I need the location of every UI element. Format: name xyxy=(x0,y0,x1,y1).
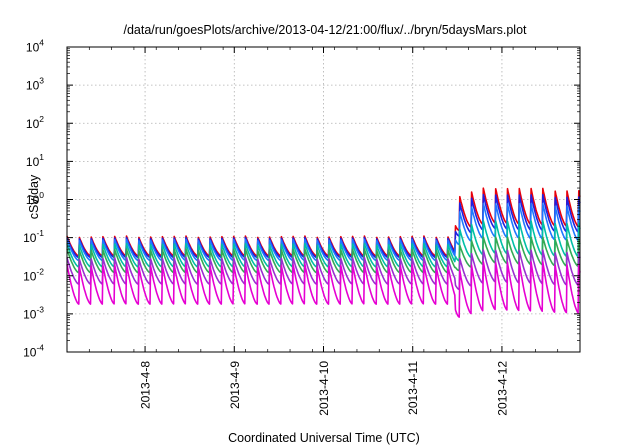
series-line-2 xyxy=(66,202,581,262)
y-tick-label: 10-1 xyxy=(23,228,44,245)
y-tick-label: 10-2 xyxy=(23,266,44,283)
grid xyxy=(67,47,580,352)
series-group xyxy=(66,187,581,318)
y-tick-label: 101 xyxy=(26,152,44,169)
y-tick-label: 104 xyxy=(26,38,44,55)
series-line-6 xyxy=(66,260,581,318)
y-tick-label: 103 xyxy=(26,76,44,93)
x-axis-label: Coordinated Universal Time (UTC) xyxy=(228,431,420,445)
chart-title: /data/run/goesPlots/archive/2013-04-12/2… xyxy=(123,23,527,37)
series-line-5 xyxy=(66,249,581,291)
tick-marks xyxy=(66,46,581,353)
y-tick-label: 10-3 xyxy=(23,304,44,321)
x-tick-label: 2013-4-8 xyxy=(139,361,153,409)
y-axis-label: cSv/day xyxy=(27,174,41,219)
x-tick-label: 2013-4-12 xyxy=(495,361,509,416)
series-line-3 xyxy=(66,220,581,268)
series-line-4 xyxy=(66,236,581,274)
y-tick-label: 10-4 xyxy=(23,343,44,360)
x-tick-label: 2013-4-9 xyxy=(228,361,242,409)
x-tick-label: 2013-4-11 xyxy=(406,361,420,415)
y-tick-label: 102 xyxy=(26,114,44,131)
x-tick-labels: 2013-4-8 2013-4-9 2013-4-10 2013-4-11 2013-4… xyxy=(139,361,510,416)
x-tick-label: 2013-4-10 xyxy=(317,361,331,416)
